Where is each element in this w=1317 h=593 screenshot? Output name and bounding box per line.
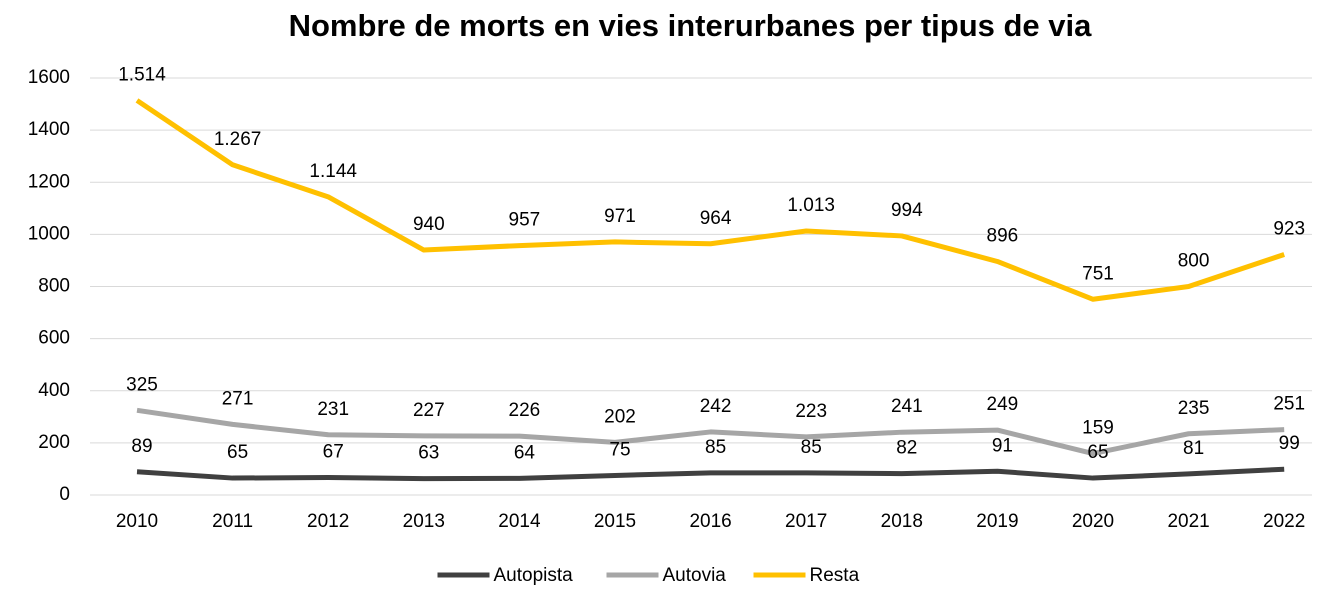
x-tick-label: 2011 [212, 511, 253, 532]
data-label: 242 [700, 396, 732, 417]
data-label: 249 [987, 394, 1019, 415]
data-label: 85 [705, 437, 726, 458]
data-label: 75 [609, 439, 630, 460]
data-label: 751 [1082, 263, 1114, 284]
data-label: 82 [896, 438, 917, 459]
data-label: 1.514 [118, 64, 166, 85]
data-label: 63 [418, 443, 439, 464]
y-tick-label: 200 [38, 432, 70, 453]
data-label: 923 [1273, 218, 1305, 239]
data-label: 99 [1279, 433, 1300, 454]
data-label: 227 [413, 400, 445, 421]
x-tick-label: 2018 [881, 511, 923, 532]
data-label: 89 [131, 436, 152, 457]
series-line [135, 98, 1285, 302]
data-label: 325 [126, 374, 158, 395]
x-tick-label: 2013 [403, 511, 445, 532]
x-tick-label: 2015 [594, 511, 636, 532]
legend-label: Autovia [663, 565, 727, 586]
chart-title: Nombre de morts en vies interurbanes per… [289, 8, 1093, 43]
y-tick-label: 1400 [28, 119, 70, 140]
x-tick-label: 2022 [1263, 511, 1305, 532]
x-tick-label: 2010 [116, 511, 158, 532]
data-label: 65 [227, 442, 248, 463]
data-label: 1.267 [214, 129, 262, 150]
series-line [136, 407, 1285, 457]
x-tick-label: 2019 [976, 511, 1018, 532]
x-tick-label: 2017 [785, 511, 827, 532]
y-tick-label: 800 [38, 276, 70, 297]
x-tick-label: 2020 [1072, 511, 1114, 532]
y-tick-label: 600 [38, 328, 70, 349]
data-label: 971 [604, 206, 636, 227]
x-tick-label: 2012 [307, 511, 349, 532]
data-label: 994 [891, 200, 923, 221]
data-label: 202 [604, 406, 636, 427]
x-tick-label: 2016 [689, 511, 731, 532]
data-label: 223 [795, 401, 827, 422]
data-label: 940 [413, 214, 445, 235]
data-label: 159 [1082, 418, 1114, 439]
y-tick-label: 1600 [28, 67, 70, 88]
data-label: 1.144 [309, 161, 357, 182]
data-label: 81 [1183, 438, 1204, 459]
y-tick-label: 0 [59, 484, 70, 505]
data-label: 67 [323, 442, 344, 463]
data-label: 231 [317, 399, 349, 420]
y-tick-label: 1200 [28, 171, 70, 192]
y-tick-label: 400 [38, 380, 70, 401]
data-label: 800 [1178, 251, 1210, 272]
legend-label: Autopista [494, 565, 574, 586]
data-label: 964 [700, 208, 732, 229]
x-tick-label: 2014 [498, 511, 541, 532]
data-label: 896 [987, 225, 1019, 246]
data-label: 235 [1178, 398, 1210, 419]
data-label: 1.013 [787, 195, 835, 216]
y-tick-label: 1000 [28, 223, 70, 244]
data-label: 65 [1087, 442, 1108, 463]
data-label: 226 [509, 400, 541, 421]
data-label: 957 [509, 210, 541, 231]
data-label: 64 [514, 442, 536, 463]
series-line [136, 466, 1285, 482]
data-label: 271 [222, 388, 254, 409]
data-label: 251 [1273, 394, 1305, 415]
x-tick-label: 2021 [1167, 511, 1209, 532]
data-label: 85 [801, 437, 822, 458]
data-label: 241 [891, 396, 923, 417]
legend-label: Resta [810, 565, 860, 586]
data-label: 91 [992, 435, 1013, 456]
